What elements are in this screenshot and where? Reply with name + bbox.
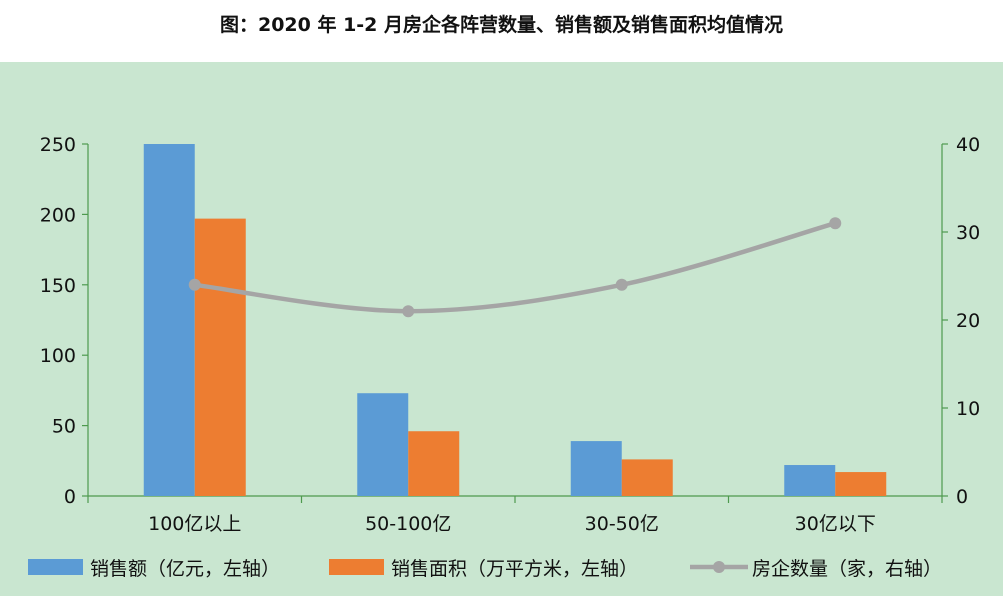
legend: 销售额（亿元，左轴） 销售面积（万平方米，左轴） 房企数量（家，右轴） — [28, 558, 942, 580]
bars — [143, 144, 887, 496]
line-series-point — [402, 305, 415, 318]
left-axis-tick-label: 50 — [52, 416, 76, 438]
bar-series-2 — [408, 431, 460, 496]
chart-svg: 0 50 100 150 200 250 0 10 20 30 40 100亿以上 50-100亿 30-… — [0, 62, 1003, 596]
bar-series-1 — [143, 144, 195, 496]
chart-container: 0 50 100 150 200 250 0 10 20 30 40 100亿以上 50-100亿 30-… — [0, 62, 1003, 596]
line-series — [188, 217, 842, 318]
line-series-path — [194, 221, 836, 314]
right-axis-tick-label: 40 — [956, 134, 980, 156]
left-axis-tick-label: 250 — [40, 134, 76, 156]
legend-marker — [713, 561, 725, 573]
bar-series-2 — [621, 459, 673, 496]
left-axis-tick-label: 150 — [40, 275, 76, 297]
legend-label-1: 销售额（亿元，左轴） — [90, 558, 280, 580]
right-axis-tick-label: 20 — [956, 310, 980, 332]
right-axis-tick-label: 30 — [956, 222, 980, 244]
legend-label-2: 销售面积（万平方米，左轴） — [391, 558, 638, 580]
line-series-point — [615, 278, 628, 291]
x-axis-tick-label: 30-50亿 — [585, 513, 659, 535]
line-series-point — [829, 217, 842, 230]
bar-series-1 — [357, 393, 409, 496]
right-axis-tick-label: 0 — [956, 486, 968, 508]
bar-series-2 — [194, 218, 246, 496]
legend-label-3: 房企数量（家，右轴） — [752, 558, 942, 580]
bar-series-1 — [570, 441, 622, 496]
x-axis-tick-label: 100亿以上 — [148, 513, 241, 535]
left-axis-tick-label: 200 — [40, 204, 76, 226]
left-axis-tick-label: 0 — [64, 486, 76, 508]
left-axis-tick-label: 100 — [40, 345, 76, 367]
legend-swatch-1 — [28, 559, 83, 575]
legend-swatch-2 — [329, 559, 384, 575]
x-axis-tick-label: 50-100亿 — [365, 513, 451, 535]
x-axis-tick-label: 30亿以下 — [795, 513, 876, 535]
line-series-point — [188, 278, 201, 291]
bar-series-1 — [784, 465, 836, 496]
right-axis-tick-label: 10 — [956, 398, 980, 420]
bar-series-2 — [835, 472, 887, 496]
chart-title: 图：2020 年 1-2 月房企各阵营数量、销售额及销售面积均值情况 — [219, 14, 784, 36]
axes: 0 50 100 150 200 250 0 10 20 30 40 100亿以上 50-100亿 30-… — [40, 134, 980, 535]
